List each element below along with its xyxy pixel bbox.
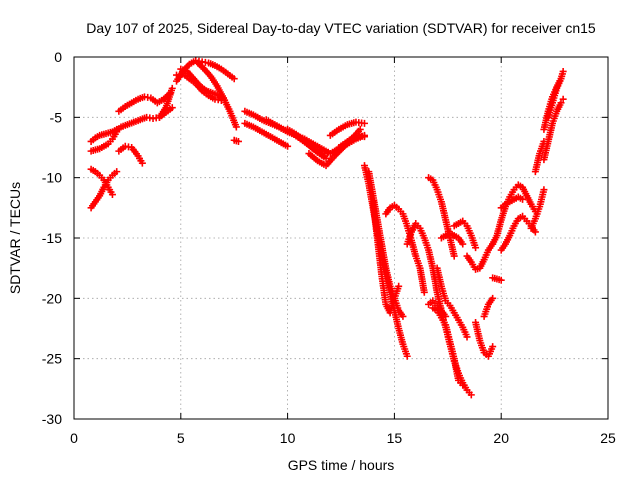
trace-arc-41: [541, 101, 564, 161]
series-arc-9: [173, 57, 238, 85]
series-arc-38: [497, 193, 527, 212]
series-arc-36: [489, 181, 539, 248]
series-arc-35: [489, 274, 505, 284]
x-axis-label: GPS time / hours: [288, 457, 395, 473]
trace-arc-5: [117, 143, 145, 165]
trace-arc-25: [404, 222, 448, 318]
y-tick-label-1: -5: [50, 109, 63, 125]
x-tick-label-2: 10: [280, 430, 296, 446]
x-tick-labels: 0 5 10 15 20 25: [70, 430, 616, 446]
series-arc-8: [155, 84, 176, 121]
x-tick-label-3: 15: [387, 430, 403, 446]
trace-arc-40: [532, 140, 547, 173]
y-tick-label-2: -10: [42, 170, 62, 186]
trace-arc-13: [232, 137, 240, 145]
trace-arc-30: [434, 266, 470, 338]
series-arc-12: [194, 59, 240, 131]
y-tick-labels: 0 -5 -10 -15 -20 -25 -30: [42, 49, 62, 427]
trace-arc-23: [369, 200, 402, 315]
trace-arc-29: [440, 230, 465, 246]
trace-arc-15: [243, 120, 289, 149]
y-tick-label-3: -15: [42, 230, 62, 246]
y-tick-label-5: -25: [42, 351, 62, 367]
x-tick-label-4: 20: [493, 430, 509, 446]
x-tick-label-0: 0: [70, 430, 78, 446]
series-arc-32: [463, 240, 497, 273]
trace-arc-33: [472, 321, 496, 358]
trace-arc-8: [157, 87, 175, 119]
series-arc-24: [382, 201, 428, 296]
series-arc-34: [480, 294, 497, 320]
chart-title: Day 107 of 2025, Sidereal Day-to-day VTE…: [86, 20, 596, 36]
y-axis-label: SDTVAR / TECUs: [7, 182, 23, 294]
trace-arc-36: [490, 182, 538, 246]
point-arc-41-5: [559, 95, 567, 103]
series-arc-13: [230, 136, 242, 145]
series-arc-29: [437, 229, 467, 248]
series-arc-33: [472, 318, 497, 360]
x-tick-label-5: 25: [600, 430, 616, 446]
series-arc-39: [527, 186, 548, 232]
series-arc-4: [87, 168, 121, 212]
trace-arc-34: [481, 296, 495, 318]
series-arc-43: [544, 75, 565, 121]
series-arc-20: [335, 131, 368, 151]
trace-arc-24: [383, 203, 428, 294]
series-arc-23: [369, 198, 403, 317]
trace-arc-28: [427, 175, 458, 258]
y-tick-label-6: -30: [42, 411, 62, 427]
series-arc-19: [326, 118, 368, 139]
series-arc-37: [497, 212, 539, 254]
trace-arc-35: [491, 274, 503, 284]
series-arc-28: [425, 174, 458, 260]
trace-arc-19: [329, 119, 366, 138]
trace-arc-31: [452, 218, 479, 249]
series-arc-26: [425, 297, 475, 399]
y-tick-label-4: -20: [42, 290, 62, 306]
series-arc-27: [429, 304, 467, 389]
x-tick-label-1: 5: [177, 430, 185, 446]
data-points: [87, 57, 567, 399]
axis-ticks: [73, 56, 609, 420]
series-arc-30: [433, 264, 471, 341]
series-arc-5: [115, 142, 146, 167]
trace-arc-32: [464, 242, 495, 273]
series-arc-15: [241, 119, 292, 150]
y-tick-label-0: 0: [54, 49, 62, 65]
trace-arc-20: [337, 132, 366, 150]
trace-arc-12: [196, 61, 239, 129]
trace-arc-38: [499, 194, 524, 210]
trace-arc-4: [89, 169, 119, 210]
series-arc-2: [87, 128, 121, 155]
series-arc-31: [450, 217, 480, 252]
trace-arc-43: [545, 77, 564, 119]
trace-arc-39: [528, 188, 547, 230]
trace-arc-11: [179, 66, 225, 101]
trace-arc-27: [431, 305, 465, 387]
grid: [74, 57, 608, 419]
series-arc-41: [540, 95, 567, 164]
